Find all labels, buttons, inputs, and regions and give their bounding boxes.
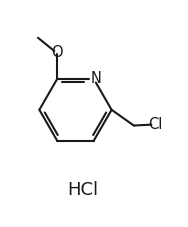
- Text: HCl: HCl: [67, 181, 99, 199]
- Text: Cl: Cl: [148, 117, 163, 132]
- Text: N: N: [90, 71, 101, 86]
- Text: O: O: [52, 45, 63, 60]
